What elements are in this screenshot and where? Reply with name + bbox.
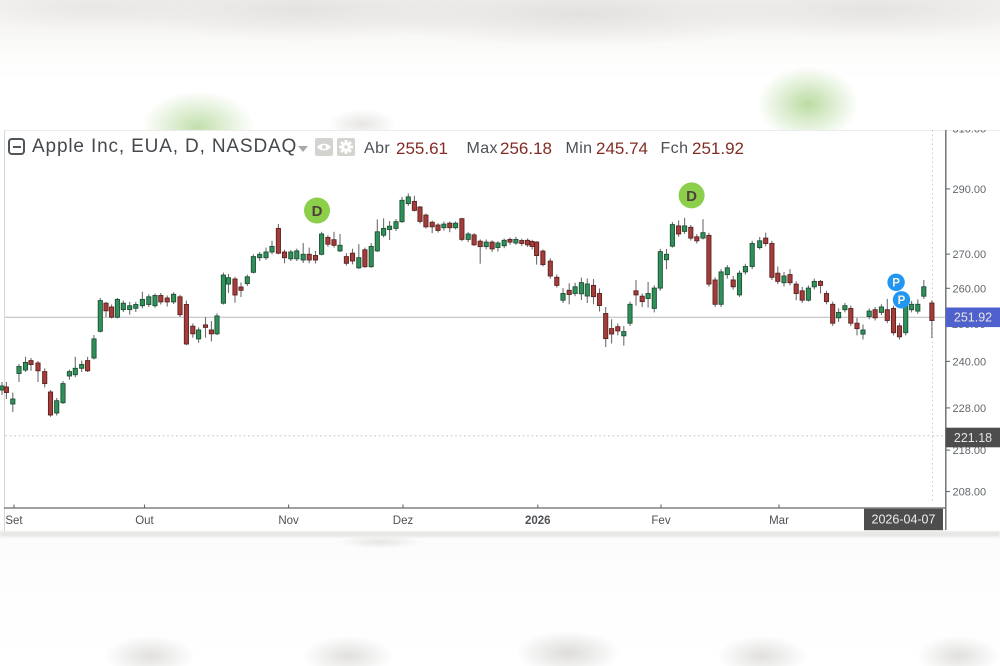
svg-text:221.18: 221.18 xyxy=(954,431,992,445)
svg-text:2026-04-07: 2026-04-07 xyxy=(872,513,936,527)
svg-text:Mar: Mar xyxy=(769,515,789,527)
svg-text:Dez: Dez xyxy=(393,515,414,527)
svg-text:Out: Out xyxy=(135,515,154,527)
svg-text:Fev: Fev xyxy=(651,515,670,527)
svg-text:228.00: 228.00 xyxy=(953,403,987,415)
svg-text:251.92: 251.92 xyxy=(954,311,992,325)
svg-text:240.00: 240.00 xyxy=(953,356,987,368)
svg-text:D: D xyxy=(686,188,697,205)
svg-text:208.00: 208.00 xyxy=(953,487,987,499)
svg-text:260.00: 260.00 xyxy=(953,283,987,295)
svg-text:Nov: Nov xyxy=(278,515,299,527)
svg-text:D: D xyxy=(312,203,323,220)
svg-text:P: P xyxy=(898,295,906,307)
svg-text:218.00: 218.00 xyxy=(953,445,987,457)
svg-text:310.00: 310.00 xyxy=(953,123,987,135)
svg-text:Set: Set xyxy=(5,515,23,527)
svg-text:270.00: 270.00 xyxy=(953,249,987,261)
svg-text:P: P xyxy=(892,278,900,290)
svg-text:2026: 2026 xyxy=(525,515,551,527)
svg-text:290.00: 290.00 xyxy=(953,184,987,196)
